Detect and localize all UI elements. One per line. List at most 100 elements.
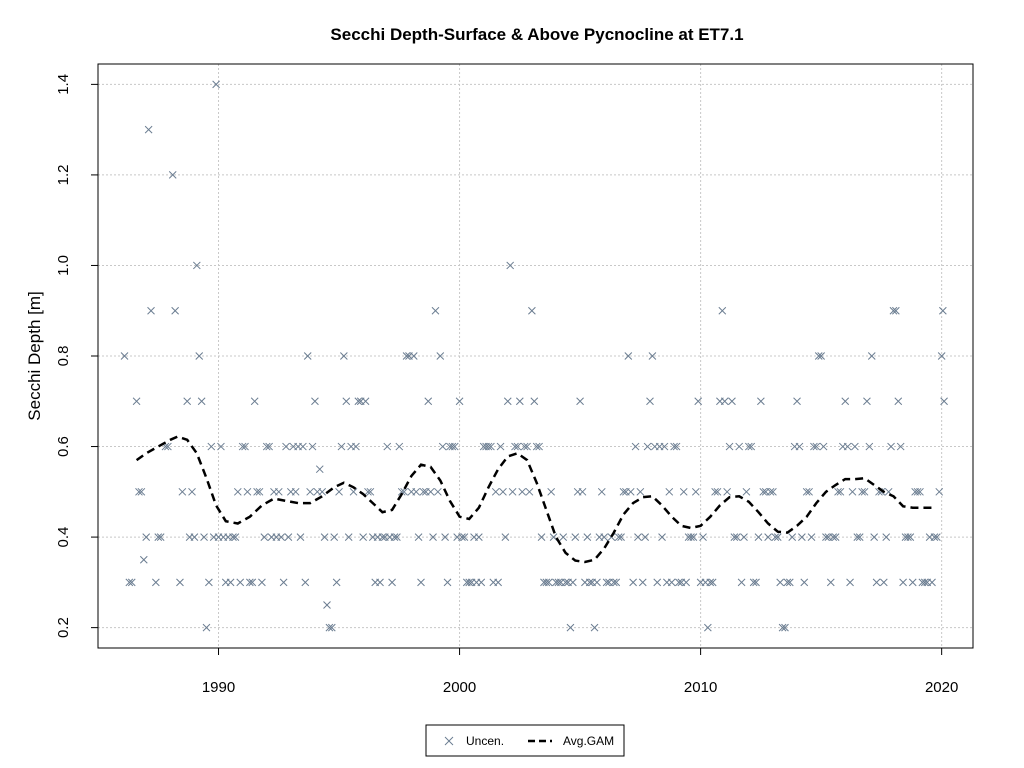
- data-point: [851, 442, 859, 451]
- data-point: [429, 533, 437, 541]
- data-point: [409, 352, 418, 360]
- data-point: [424, 397, 433, 406]
- data-point: [634, 533, 642, 541]
- data-point: [535, 442, 543, 451]
- data-point: [798, 533, 806, 541]
- data-point: [744, 442, 753, 451]
- data-point: [708, 578, 717, 587]
- data-point: [231, 533, 240, 541]
- data-point: [754, 533, 763, 541]
- data-point: [694, 397, 703, 406]
- data-point: [749, 578, 758, 587]
- data-point: [537, 533, 546, 541]
- data-point: [781, 623, 789, 632]
- data-point: [443, 578, 452, 587]
- data-point: [800, 578, 809, 587]
- data-point: [737, 578, 746, 587]
- data-point: [626, 487, 635, 496]
- data-point: [776, 578, 785, 587]
- data-point: [757, 397, 765, 406]
- data-point: [376, 578, 384, 587]
- y-axis: 0.2 0.4 0.6 0.8 1.0 1.2 1.4: [55, 74, 98, 638]
- data-point: [725, 442, 734, 451]
- data-point: [366, 487, 375, 496]
- data-point: [571, 533, 580, 541]
- data-point: [908, 578, 917, 587]
- data-point: [265, 442, 273, 451]
- data-point: [699, 533, 707, 541]
- data-point: [720, 397, 729, 406]
- data-point: [197, 397, 206, 406]
- data-point: [390, 533, 399, 541]
- data-point: [735, 442, 744, 451]
- data-point: [513, 442, 522, 451]
- legend-label-uncen: Uncen.: [466, 734, 504, 748]
- data-point: [518, 487, 527, 496]
- data-point: [120, 352, 129, 360]
- data-point: [670, 442, 678, 451]
- data-point: [638, 578, 647, 587]
- data-point: [932, 533, 941, 541]
- data-point: [872, 578, 881, 587]
- data-point: [262, 442, 271, 451]
- data-point: [636, 487, 645, 496]
- data-point: [127, 578, 136, 587]
- data-point: [139, 555, 148, 564]
- data-point: [397, 487, 406, 496]
- data-point: [860, 487, 869, 496]
- legend-label-gam: Avg.GAM: [563, 734, 614, 748]
- data-point: [364, 487, 372, 496]
- data-point: [713, 487, 722, 496]
- data-point: [188, 487, 196, 496]
- data-point: [448, 442, 457, 451]
- data-point: [491, 487, 500, 496]
- data-point: [667, 578, 676, 587]
- data-point: [752, 578, 760, 587]
- data-point: [706, 578, 715, 587]
- data-point: [528, 306, 536, 315]
- data-point: [609, 578, 618, 587]
- data-point: [894, 397, 903, 406]
- data-point: [641, 533, 650, 541]
- data-point: [691, 487, 700, 496]
- data-point: [730, 533, 739, 541]
- data-point: [853, 533, 862, 541]
- y-tick-label: 1.4: [55, 74, 72, 95]
- data-point: [154, 533, 163, 541]
- data-point: [829, 533, 838, 541]
- y-axis-title: Secchi Depth [m]: [25, 291, 44, 420]
- grid: [98, 64, 973, 648]
- data-point: [742, 487, 751, 496]
- data-point: [831, 533, 840, 541]
- data-point: [499, 487, 507, 496]
- data-point: [431, 306, 440, 315]
- data-point: [920, 578, 929, 587]
- data-point: [296, 533, 305, 541]
- data-point: [496, 442, 505, 451]
- data-point: [569, 578, 577, 587]
- data-point: [879, 578, 888, 587]
- data-point: [532, 442, 541, 451]
- data-point: [484, 442, 493, 451]
- data-point: [631, 442, 640, 451]
- data-point: [617, 533, 625, 541]
- data-point: [241, 442, 249, 451]
- data-point: [318, 487, 327, 496]
- data-point: [395, 442, 404, 451]
- data-point: [217, 442, 225, 451]
- data-point: [176, 578, 184, 587]
- data-point: [940, 397, 948, 406]
- data-point: [303, 352, 312, 360]
- data-point: [783, 578, 792, 587]
- data-point: [576, 397, 584, 406]
- data-point: [764, 533, 772, 541]
- x-tick-label: 2020: [925, 679, 958, 696]
- data-point: [643, 442, 652, 451]
- gam-line: [135, 435, 932, 564]
- data-point: [506, 261, 515, 270]
- data-point: [426, 487, 435, 496]
- data-point: [566, 623, 575, 632]
- data-point: [547, 487, 556, 496]
- data-point: [291, 487, 300, 496]
